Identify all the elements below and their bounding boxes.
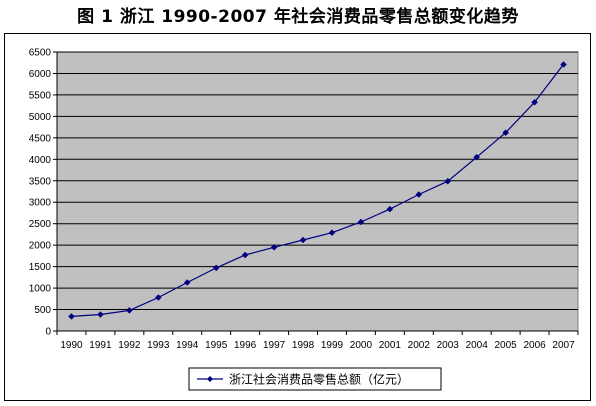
y-tick-label: 5000 (29, 112, 52, 123)
x-tick-label: 2002 (408, 340, 431, 351)
data-point (560, 61, 567, 68)
y-tick-label: 0 (45, 327, 51, 338)
x-tick-label: 1997 (263, 340, 286, 351)
legend-marker-swatch (207, 376, 213, 382)
legend: 浙江社会消费品零售总额（亿元） (188, 367, 442, 391)
data-point (299, 236, 307, 244)
x-tick-label: 2005 (495, 340, 518, 351)
y-tick-label: 1500 (29, 262, 52, 273)
figure-title: 图 1 浙江 1990-2007 年社会消费品零售总额变化趋势 (77, 7, 519, 27)
x-tick-label: 2000 (350, 340, 373, 351)
gridlines (57, 51, 578, 311)
x-tick-label: 1999 (321, 340, 344, 351)
series-line (71, 64, 564, 317)
chart-frame: 1990 1991 1992 1993 1994 1995 1996 1997 1998 1999… (4, 33, 591, 401)
y-tick-label: 4000 (29, 155, 52, 166)
y-tick-label: 500 (34, 305, 51, 316)
data-point (502, 129, 509, 137)
plot-area (56, 51, 579, 332)
data-point (154, 294, 162, 301)
y-tick-label: 2500 (29, 219, 52, 230)
y-tick-label: 2000 (29, 241, 52, 252)
data-point (444, 177, 452, 185)
y-tick-label: 5500 (29, 90, 52, 101)
line-chart: 1990 1991 1992 1993 1994 1995 1996 1997 1998 1999… (29, 48, 579, 391)
legend-label: 浙江社会消费品零售总额（亿元） (229, 372, 409, 387)
data-point (270, 243, 278, 251)
data-point (68, 313, 75, 320)
x-tick-label: 1991 (89, 340, 112, 351)
x-tick-label: 1993 (147, 340, 170, 351)
data-point (212, 264, 220, 272)
series-layer (68, 61, 567, 320)
y-tick-label: 3500 (29, 176, 52, 187)
data-point (328, 229, 336, 237)
y-tick-label: 1000 (29, 284, 52, 295)
data-point (386, 205, 394, 213)
data-point (473, 153, 481, 161)
x-axis: 1990 1991 1992 1993 1994 1995 1996 1997 1998 1999… (56, 330, 579, 351)
x-tick-label: 2004 (466, 340, 489, 351)
legend-box (188, 367, 442, 391)
x-tick-label: 2007 (552, 340, 575, 351)
x-tick-label: 1992 (118, 340, 141, 351)
y-tick-label: 6500 (29, 48, 52, 59)
x-tick-label: 1995 (205, 340, 228, 351)
data-point (183, 279, 191, 286)
y-tick-label: 4500 (29, 133, 52, 144)
x-tick-label: 2001 (379, 340, 402, 351)
data-point (97, 311, 104, 318)
x-tick-label: 1990 (60, 340, 83, 351)
x-tick-label: 1996 (234, 340, 257, 351)
x-tick-label: 2006 (523, 340, 546, 351)
data-point (357, 218, 365, 226)
x-tick-label: 2003 (437, 340, 460, 351)
data-point (241, 251, 249, 259)
y-tick-label: 3000 (29, 198, 52, 209)
y-tick-label: 6000 (29, 69, 52, 80)
data-point (531, 98, 538, 106)
y-axis: 0 500 1000 1500 2000 2500 3000 3500 4000 4500 5000… (29, 48, 58, 338)
x-tick-label: 1994 (176, 340, 199, 351)
data-point (415, 191, 423, 198)
x-tick-label: 1998 (292, 340, 315, 351)
data-point (126, 307, 133, 314)
